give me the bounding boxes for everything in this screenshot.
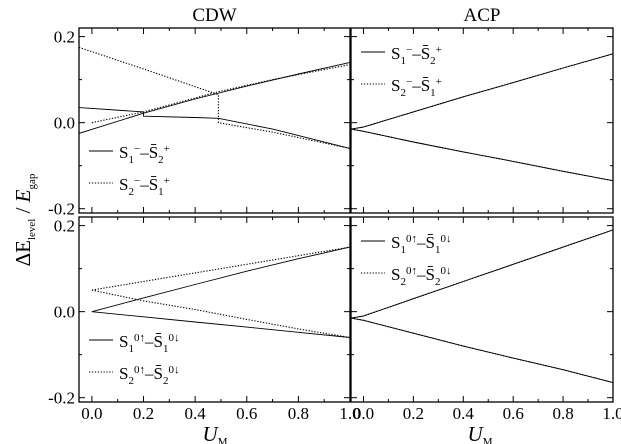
legend-label: S10↑–S̄10↓ — [119, 332, 179, 355]
y-tick-label: 0.0 — [54, 114, 75, 133]
series-line-solid — [91, 311, 350, 338]
panel-top-right: ACP S1−–S̄2+ S2−–S̄1+ — [350, 5, 614, 214]
y-tick-label: 0.2 — [54, 217, 75, 236]
series-line-solid — [79, 61, 350, 134]
legend-label: S20↑–S̄20↓ — [119, 364, 179, 387]
x-tick-label: 0.8 — [288, 404, 309, 423]
y-tick-label: 0.0 — [54, 303, 75, 322]
legend-label: S10↑–S̄10↓ — [391, 233, 451, 256]
panel-bottom-right: 0.0 0.2 0.4 0.6 0.8 1.0 S10↑–S̄10↓ S20↑–S̄20↓ — [350, 216, 621, 423]
legend-label: S1−–S̄2+ — [119, 143, 170, 166]
panel-bottom-left: 0.0 0.2 0.4 0.6 0.8 1.0 -0.2 0.0 0.2 S10↑–S̄10↓ S2… — [48, 216, 361, 423]
x-tick-label: 0.2 — [403, 404, 424, 423]
series-line-dotted — [351, 128, 613, 182]
x-tick-label: 0.4 — [453, 404, 475, 423]
panel-top-left: -0.2 0.0 0.2 CDW S1−–S̄2+ S2−–S̄1+ — [48, 5, 351, 219]
legend-label: S20↑–S̄20↓ — [391, 265, 451, 288]
legend-label: S2−–S̄1+ — [119, 175, 170, 198]
series-line-dotted — [351, 317, 613, 384]
series-line-dotted — [79, 46, 350, 150]
series-line-dotted — [91, 64, 350, 124]
x-tick-label: 0.2 — [133, 404, 154, 423]
x-tick-label: 0.0 — [353, 404, 374, 423]
x-tick-label: 0.4 — [185, 404, 207, 423]
y-axis-title: ΔElevel / Egap — [11, 173, 38, 266]
x-tick-label: 0.6 — [503, 404, 524, 423]
legend-label: S2−–S̄1+ — [391, 76, 442, 99]
x-tick-label: 0.8 — [552, 404, 573, 423]
series-line-dotted — [91, 289, 350, 339]
series-line-solid — [91, 246, 350, 313]
series-line-dotted — [351, 53, 613, 130]
x-tick-label: 0.0 — [81, 404, 102, 423]
panel-title: ACP — [464, 5, 501, 26]
plot-frame — [78, 27, 351, 214]
plot-frame — [350, 27, 614, 214]
x-tick-label: 1.0 — [339, 404, 360, 423]
legend-label: S1−–S̄2+ — [391, 44, 442, 67]
plot-frame — [78, 216, 351, 403]
y-tick-label: -0.2 — [48, 200, 75, 219]
x-axis-title-left: UM — [203, 422, 228, 444]
plot-frame — [350, 216, 614, 403]
y-tick-label: -0.2 — [48, 389, 75, 408]
panel-title: CDW — [192, 5, 236, 26]
series-line-dotted — [91, 246, 350, 291]
y-tick-label: 0.2 — [54, 28, 75, 47]
x-axis-title-right: UM — [468, 422, 493, 444]
x-tick-label: 1.0 — [602, 404, 621, 423]
x-tick-label: 0.6 — [236, 404, 257, 423]
series-line-dotted — [351, 229, 613, 319]
